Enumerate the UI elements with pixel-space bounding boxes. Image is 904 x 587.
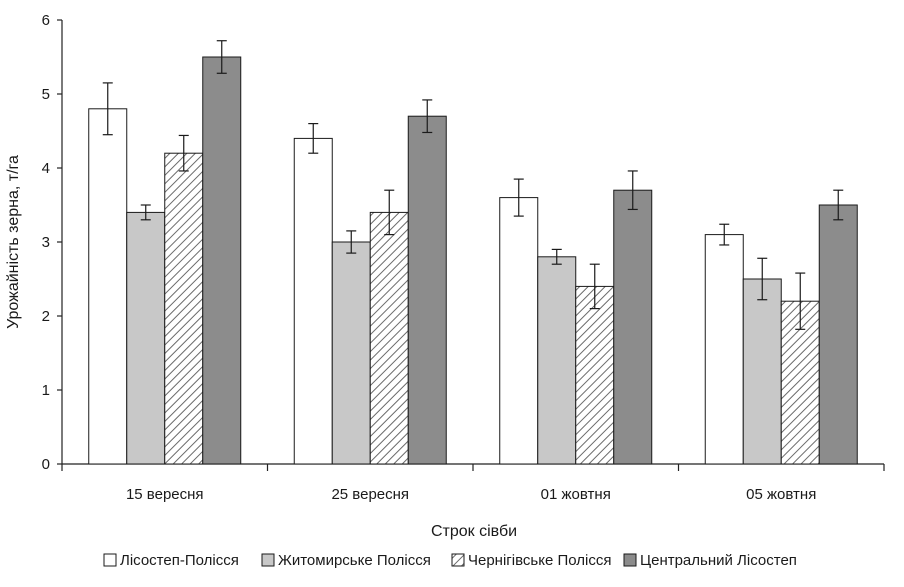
error-bar (216, 40, 227, 74)
y-axis-title: Урожайність зерна, т/га (5, 155, 22, 329)
y-tick-label: 0 (42, 456, 50, 473)
error-bar (422, 99, 433, 134)
bar (293, 137, 333, 465)
bars-group (88, 40, 858, 465)
legend-swatch (451, 553, 465, 567)
legend-swatch (623, 553, 637, 567)
legend-swatch (261, 553, 275, 567)
legend-label: Центральний Лісостеп (640, 552, 797, 569)
x-axis-title: Строк сівби (431, 523, 517, 540)
bar (742, 278, 782, 465)
legend-swatch (103, 553, 117, 567)
legend-label: Чернігівське Полісся (468, 552, 611, 569)
error-bar (346, 230, 357, 254)
x-tick-label: 05 жовтня (746, 486, 816, 503)
error-bar (551, 248, 562, 265)
error-bar (589, 263, 600, 310)
error-bar (757, 257, 768, 301)
legend-label: Лісостеп-Полісся (120, 552, 239, 569)
bar (613, 189, 653, 465)
error-bar (795, 272, 806, 330)
error-bar (140, 204, 151, 221)
error-bar (833, 189, 844, 221)
bar (164, 152, 204, 465)
labels-group: Урожайність зерна, т/га Строк сівби (5, 155, 517, 540)
y-tick-label: 4 (42, 160, 50, 177)
legend-label: Житомирське Полісся (278, 552, 431, 569)
bar (88, 108, 128, 465)
bar (818, 204, 858, 465)
bar (369, 211, 409, 465)
y-tick-label: 1 (42, 382, 50, 399)
legend: Лісостеп-Полісся Житомирське Полісся Черні… (103, 552, 797, 569)
error-bar (627, 170, 638, 211)
bar (202, 56, 242, 465)
error-bar (513, 178, 524, 217)
bar (537, 256, 577, 465)
x-tick-label: 25 вересня (331, 486, 409, 503)
y-tick-label: 3 (42, 234, 50, 251)
bar (704, 234, 744, 465)
bar (499, 197, 539, 465)
bar (407, 115, 447, 465)
y-tick-label: 5 (42, 86, 50, 103)
bar (331, 241, 371, 465)
error-bar (384, 189, 395, 236)
error-bar (178, 134, 189, 172)
x-tick-label: 01 жовтня (541, 486, 611, 503)
y-tick-label: 2 (42, 308, 50, 325)
bar (575, 285, 615, 465)
error-bar (102, 82, 113, 136)
error-bar (719, 223, 730, 246)
x-tick-label: 15 вересня (126, 486, 204, 503)
bar (126, 211, 166, 465)
error-bar (308, 122, 319, 154)
y-tick-label: 6 (42, 12, 50, 29)
